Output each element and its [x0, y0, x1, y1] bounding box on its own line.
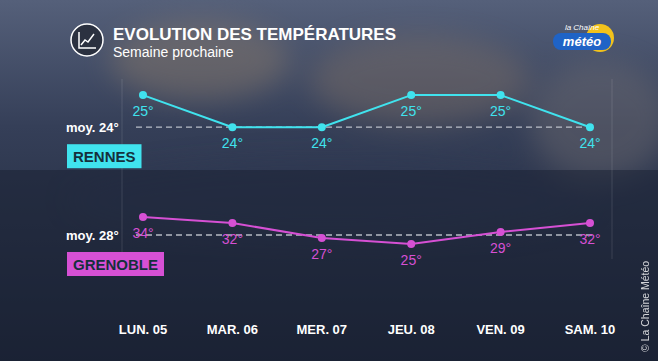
- x-tick-label: JEU. 08: [388, 322, 435, 337]
- x-tick-label: MER. 07: [297, 322, 348, 337]
- blob: [310, 35, 530, 125]
- logo: la Chaîne météo: [553, 23, 614, 52]
- data-label: 32°: [579, 231, 600, 247]
- legend-label: GRENOBLE: [73, 256, 158, 273]
- series-line: [143, 95, 590, 127]
- data-label: 25°: [132, 103, 153, 119]
- data-label: 25°: [490, 103, 511, 119]
- legend-entry: RENNES: [67, 144, 142, 168]
- blob: [530, 60, 658, 180]
- marker: [139, 213, 147, 221]
- logo-text: météo: [563, 34, 601, 49]
- x-tick-label: MAR. 06: [207, 322, 258, 337]
- data-label: 24°: [579, 135, 600, 151]
- data-label: 32°: [222, 231, 243, 247]
- logo-band: [553, 33, 611, 50]
- marker: [228, 123, 236, 131]
- background: [0, 0, 658, 361]
- marker: [139, 91, 147, 99]
- chart-root: EVOLUTION DES TEMPÉRATURESSemaine procha…: [0, 0, 658, 361]
- shade: [0, 170, 658, 361]
- data-label: 25°: [401, 103, 422, 119]
- marker: [228, 219, 236, 227]
- data-label: 29°: [490, 240, 511, 256]
- tick-label: moy. 24°: [66, 120, 119, 135]
- grid-line: [136, 127, 596, 128]
- series-line: [143, 217, 590, 244]
- icon-axes: [79, 32, 96, 48]
- x-tick-label: SAM. 10: [565, 322, 616, 337]
- data-label: 34°: [132, 225, 153, 241]
- y2-axis-line: [612, 79, 613, 259]
- grid-line: [136, 234, 596, 235]
- marker: [318, 123, 326, 131]
- data-label: 24°: [311, 135, 332, 151]
- icon-circle: [71, 24, 103, 56]
- legend-label: RENNES: [73, 148, 136, 165]
- marker: [497, 91, 505, 99]
- legend-entry: GRENOBLE: [67, 252, 164, 276]
- y-axis-line: [122, 79, 123, 259]
- marker: [407, 240, 415, 248]
- data-label: 27°: [311, 246, 332, 262]
- legend-box: [67, 144, 142, 168]
- marker: [497, 228, 505, 236]
- data-labels: 25° 24° 24° 25° 25° 24° 34° 32° 27° 25° 29° 32°: [132, 103, 600, 268]
- x-tick-label: LUN. 05: [119, 322, 167, 337]
- plot-area: [139, 91, 594, 248]
- marker: [407, 91, 415, 99]
- tick-label: moy. 28°: [66, 228, 119, 243]
- data-label: 25°: [401, 252, 422, 268]
- x-tick-label: VEN. 09: [476, 322, 524, 337]
- copyright: © La Chaîne Météo: [639, 261, 651, 352]
- legend-box: [67, 252, 164, 276]
- marker: [318, 234, 326, 242]
- logo-text: la Chaîne: [565, 23, 600, 32]
- marker: [586, 123, 594, 131]
- data-label: 24°: [222, 135, 243, 151]
- icon-line: [81, 34, 94, 45]
- subtitle: Semaine prochaine: [113, 44, 234, 60]
- title: EVOLUTION DES TEMPÉRATURES: [113, 25, 396, 44]
- marker: [586, 219, 594, 227]
- title-icon: [71, 24, 103, 56]
